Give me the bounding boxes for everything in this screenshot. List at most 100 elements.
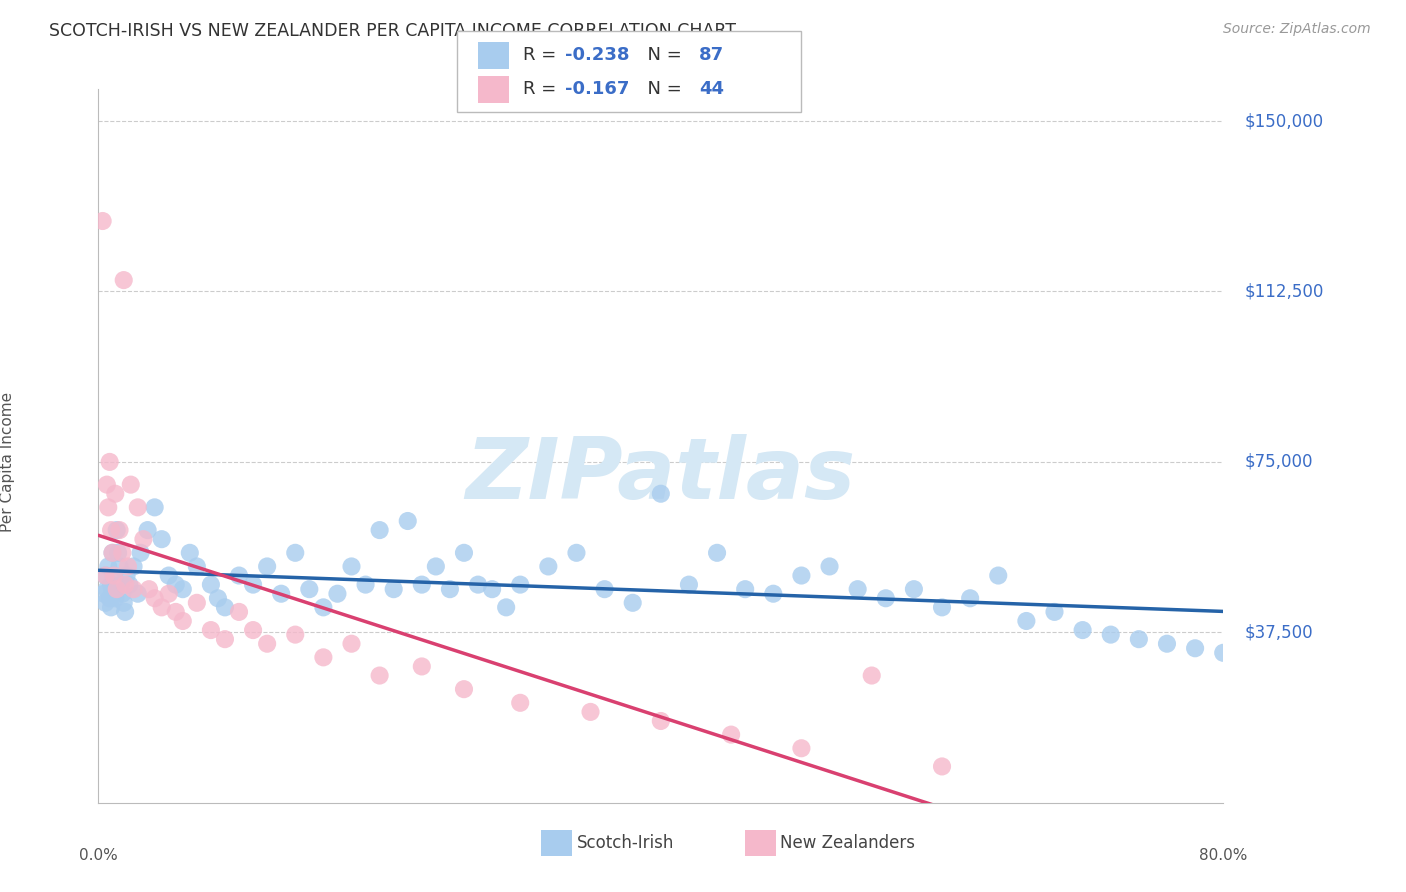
Point <box>207 591 229 606</box>
Point <box>1353 614 1375 628</box>
Point <box>104 591 127 606</box>
Point <box>1128 632 1150 647</box>
Point <box>103 568 125 582</box>
Point <box>453 546 475 560</box>
Text: R =: R = <box>523 46 562 64</box>
Point <box>112 273 135 287</box>
Point <box>762 587 785 601</box>
Point <box>101 546 124 560</box>
Text: Source: ZipAtlas.com: Source: ZipAtlas.com <box>1223 22 1371 37</box>
Point <box>565 546 588 560</box>
Point <box>312 650 335 665</box>
Point <box>439 582 461 597</box>
Point <box>846 582 869 597</box>
Point <box>1240 582 1263 597</box>
Point <box>127 500 149 515</box>
Point <box>103 568 125 582</box>
Point <box>120 477 142 491</box>
Point <box>129 546 152 560</box>
Point <box>186 559 208 574</box>
Point <box>875 591 897 606</box>
Point <box>143 591 166 606</box>
Point <box>172 614 194 628</box>
Point <box>94 596 117 610</box>
Point <box>650 714 672 728</box>
Point <box>987 568 1010 582</box>
Text: Scotch-Irish: Scotch-Irish <box>576 834 673 852</box>
Point <box>97 559 120 574</box>
Point <box>172 582 194 597</box>
Point <box>101 546 124 560</box>
Point <box>214 632 236 647</box>
Text: N =: N = <box>636 46 688 64</box>
Text: ZIPatlas: ZIPatlas <box>465 434 856 517</box>
Point <box>1296 605 1319 619</box>
Point <box>104 487 127 501</box>
Point <box>91 214 114 228</box>
Point <box>270 587 292 601</box>
Point <box>537 559 560 574</box>
Point <box>326 587 349 601</box>
Point <box>396 514 419 528</box>
Point <box>790 741 813 756</box>
Text: 87: 87 <box>699 46 724 64</box>
Point <box>111 587 134 601</box>
Text: 44: 44 <box>699 80 724 98</box>
Point <box>256 559 278 574</box>
Point <box>138 582 160 597</box>
Point <box>107 546 129 560</box>
Point <box>509 577 531 591</box>
Point <box>117 559 139 574</box>
Point <box>228 568 250 582</box>
Point <box>127 587 149 601</box>
Point <box>706 546 728 560</box>
Text: $150,000: $150,000 <box>1244 112 1323 130</box>
Point <box>105 523 128 537</box>
Point <box>200 577 222 591</box>
Point <box>98 591 121 606</box>
Point <box>354 577 377 591</box>
Point <box>186 596 208 610</box>
Point <box>157 587 180 601</box>
Point <box>284 546 307 560</box>
Text: N =: N = <box>636 80 688 98</box>
Text: -0.167: -0.167 <box>565 80 630 98</box>
Point <box>93 587 115 601</box>
Point <box>150 532 173 546</box>
Point <box>931 600 953 615</box>
Point <box>100 523 122 537</box>
Point <box>734 582 756 597</box>
Point <box>165 577 187 591</box>
Point <box>111 546 134 560</box>
Point <box>157 568 180 582</box>
Point <box>1099 627 1122 641</box>
Point <box>110 577 132 591</box>
Point <box>720 728 742 742</box>
Text: 80.0%: 80.0% <box>1199 848 1247 863</box>
Point <box>112 596 135 610</box>
Point <box>931 759 953 773</box>
Point <box>368 668 391 682</box>
Point <box>312 600 335 615</box>
Point <box>382 582 405 597</box>
Point <box>256 637 278 651</box>
Point <box>94 568 117 582</box>
Text: $75,000: $75,000 <box>1244 453 1313 471</box>
Point <box>200 623 222 637</box>
Point <box>1015 614 1038 628</box>
Point <box>425 559 447 574</box>
Point <box>298 582 321 597</box>
Point <box>509 696 531 710</box>
Point <box>122 559 145 574</box>
Point <box>579 705 602 719</box>
Point <box>1184 641 1206 656</box>
Point <box>242 623 264 637</box>
Point <box>678 577 700 591</box>
Point <box>105 582 128 597</box>
Point <box>118 577 141 591</box>
Point <box>1324 609 1347 624</box>
Point <box>1071 623 1094 637</box>
Point <box>340 637 363 651</box>
Point <box>1043 605 1066 619</box>
Text: New Zealanders: New Zealanders <box>780 834 915 852</box>
